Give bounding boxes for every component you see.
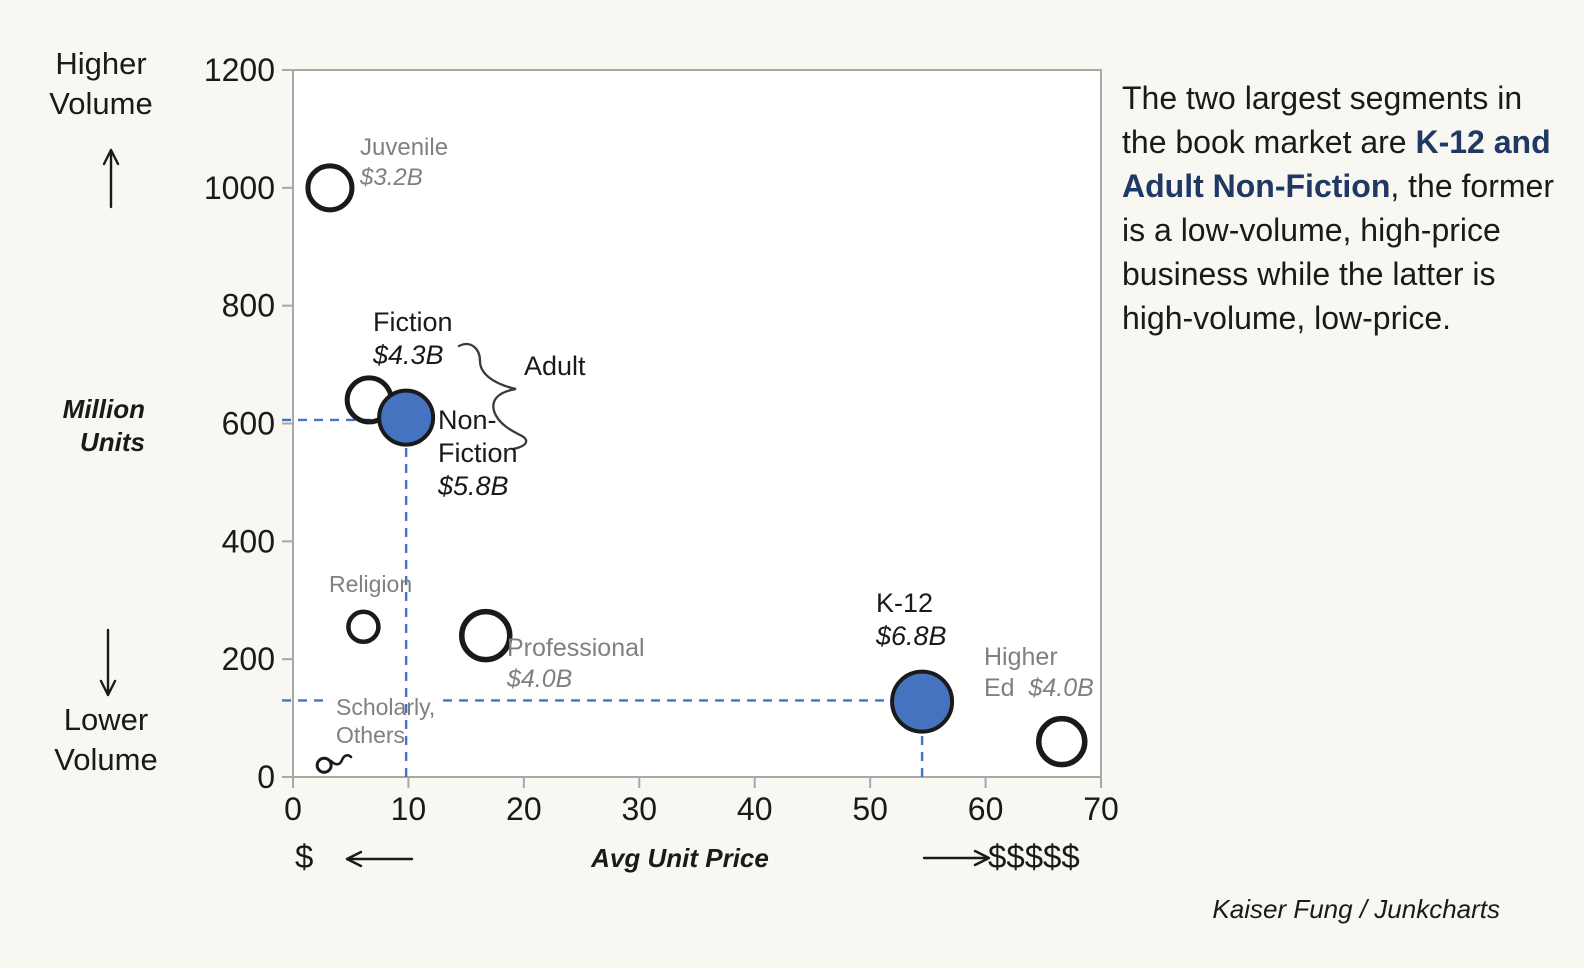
y-tick-label: 1000 [204,170,275,206]
bubble-k12 [890,669,955,734]
adult-group-label: Adult [524,351,586,382]
down-arrow-icon [99,628,117,697]
x-tick-label: 60 [968,791,1004,827]
nonfiction-point-label: Non- Fiction $5.8B [438,404,518,503]
k12-name: K-12 [876,588,934,618]
higher-ed-line1: Higher [984,643,1058,671]
left-arrow-icon [345,850,414,868]
y-axis-title-line2: Units [80,427,145,457]
y-axis-title-line1: Million [62,394,145,424]
higher-volume-label: Higher Volume [40,44,162,124]
juvenile-name: Juvenile [360,134,449,161]
lower-volume-line2: Volume [54,742,158,777]
commentary-highlight: K-12 and Adult Non-Fiction [1122,124,1551,204]
high-price-symbol: $$$$$ [988,838,1080,875]
bubble-adult_nonfiction [377,388,436,447]
professional-revenue: $4.0B [507,665,573,693]
x-tick-label: 50 [852,791,888,827]
higher-ed-line2: Ed $4.0B [984,674,1094,702]
fiction-name: Fiction [373,307,453,337]
scholarly-point-label: Scholarly, Others [336,693,435,749]
juvenile-point-label: Juvenile $3.2B [360,133,448,193]
scholarly-tail-squiggle [329,754,353,766]
y-axis-title: Million Units [35,393,145,459]
higher-ed-point-label: Higher Ed $4.0B [984,642,1094,704]
y-tick-label: 600 [222,406,275,442]
bubble-juvenile [305,163,355,213]
bubble-higher_ed [1036,715,1088,768]
bubble-religion [346,609,381,645]
author-credit: Kaiser Fung / Junkcharts [1212,894,1500,924]
fiction-point-label: Fiction $4.3B [373,306,453,372]
x-tick-label: 30 [621,791,657,827]
x-tick-label: 70 [1083,791,1119,827]
higher-volume-line2: Volume [49,86,153,121]
x-tick-label: 10 [391,791,427,827]
y-tick-label: 400 [222,523,275,559]
higher-ed-revenue: $4.0B [1028,674,1094,702]
y-tick-label: 800 [222,288,275,324]
commentary-text: The two largest segments in the book mar… [1122,76,1558,340]
y-tick-label: 0 [257,759,275,795]
commentary-post: , the former is a low-volume, high-price… [1122,168,1554,336]
higher-volume-line1: Higher [55,46,147,81]
x-axis-title: Avg Unit Price [591,843,769,873]
commentary-pre: The two largest segments in the book mar… [1122,80,1523,160]
lower-volume-line1: Lower [63,702,149,737]
right-arrow-icon [922,849,991,867]
k12-revenue: $6.8B [876,621,947,651]
juvenile-revenue: $3.2B [360,164,423,191]
bubble-professional [459,608,513,663]
x-tick-label: 40 [737,791,773,827]
lower-volume-label: Lower Volume [45,700,167,780]
scholarly-line1: Scholarly, [336,694,436,720]
x-tick-label: 20 [506,791,542,827]
k12-point-label: K-12 $6.8B [876,587,947,653]
adult-group-brace [457,342,528,451]
y-tick-label: 200 [222,641,275,677]
nonfiction-revenue: $5.8B [438,471,509,501]
x-tick-label: 0 [284,791,302,827]
nonfiction-line1: Non- [438,405,497,435]
adult-name: Adult [524,351,586,381]
religion-name: Religion [329,571,413,597]
up-arrow-icon [102,148,120,209]
y-tick-label: 1200 [204,52,275,88]
nonfiction-line2: Fiction [438,438,518,468]
scholarly-line2: Others [336,722,406,748]
religion-point-label: Religion [329,571,412,597]
bubble-scholarly_others [315,756,333,774]
low-price-symbol: $ [295,838,314,875]
professional-name: Professional [507,634,645,662]
professional-point-label: Professional $4.0B [507,633,645,695]
fiction-revenue: $4.3B [373,340,444,370]
